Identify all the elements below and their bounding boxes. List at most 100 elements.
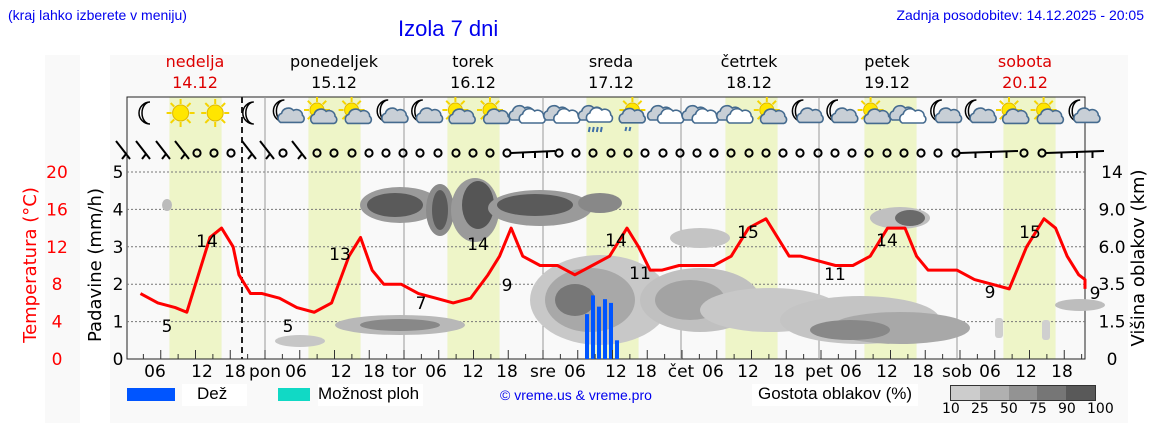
calm-wind-icon <box>640 148 650 158</box>
svg-text:0: 0 <box>113 350 124 370</box>
svg-text:12: 12 <box>462 362 484 382</box>
calm-wind-icon <box>381 148 391 158</box>
svg-text:pon: pon <box>249 362 281 382</box>
day-name: sobota <box>997 52 1053 71</box>
sun-cloud-icon <box>304 97 338 125</box>
wind-barb-icon <box>174 140 190 160</box>
density-tick: 25 <box>971 401 989 417</box>
moon-cloud-icon <box>791 99 824 124</box>
calm-wind-icon <box>433 148 443 158</box>
wind-barb-icon <box>155 140 171 160</box>
svg-text:18: 18 <box>912 362 934 382</box>
calm-wind-icon <box>761 148 771 158</box>
calm-wind-icon <box>830 148 840 158</box>
day-date: 20.12 <box>1002 73 1048 92</box>
day-date: 18.12 <box>726 73 772 92</box>
svg-text:0: 0 <box>52 350 63 370</box>
moon-cloud-icon <box>930 99 963 124</box>
wind-barb-icon <box>135 140 151 160</box>
svg-text:06: 06 <box>979 362 1001 382</box>
svg-text:11: 11 <box>824 265 846 285</box>
calm-wind-icon <box>882 148 892 158</box>
svg-text:06: 06 <box>564 362 586 382</box>
calm-wind-icon <box>398 148 408 158</box>
svg-text:pet: pet <box>805 362 833 382</box>
svg-text:18: 18 <box>635 362 657 382</box>
svg-text:4: 4 <box>113 200 124 220</box>
moon-cloud-icon <box>1068 99 1101 124</box>
copyright-link[interactable]: © vreme.us & vreme.pro <box>500 387 652 403</box>
moon-cloud-icon <box>272 99 305 124</box>
moon-icon <box>242 101 254 125</box>
calm-wind-icon <box>744 148 754 158</box>
sun-icon <box>166 99 195 127</box>
moon-cloud-icon <box>376 99 409 124</box>
legend-rain-label: Dež <box>182 384 248 406</box>
svg-text:9: 9 <box>1090 284 1101 304</box>
wind-barb-icon <box>259 140 275 160</box>
moon-cloud-icon <box>826 99 859 124</box>
wind-barb-icon <box>241 140 257 160</box>
sun-cloud-icon <box>477 97 511 125</box>
sun-cloud-icon <box>1030 97 1065 125</box>
sun-icon <box>201 99 230 127</box>
svg-text:12: 12 <box>191 362 213 382</box>
day-date: 15.12 <box>311 73 357 92</box>
svg-text:1.5: 1.5 <box>1098 313 1125 333</box>
wind-barb-icon <box>291 140 307 160</box>
svg-text:06: 06 <box>285 362 307 382</box>
svg-text:tor: tor <box>392 362 416 382</box>
svg-text:7: 7 <box>416 294 427 314</box>
svg-text:06: 06 <box>425 362 447 382</box>
day-name: ponedeljek <box>290 52 378 71</box>
temperature-axis: 20 16 12 8 4 0 <box>46 163 68 370</box>
svg-text:15: 15 <box>1019 223 1041 243</box>
day-date: 19.12 <box>864 73 910 92</box>
calm-wind-icon <box>899 148 909 158</box>
sun-cloud-icon <box>338 97 373 125</box>
svg-text:14: 14 <box>196 232 218 252</box>
svg-text:16: 16 <box>46 200 68 220</box>
day-name: nedelja <box>165 52 225 71</box>
cloud-icon <box>889 104 927 124</box>
calm-wind-icon <box>415 148 425 158</box>
cloud-icon <box>646 104 685 124</box>
calm-wind-icon <box>692 148 702 158</box>
page-title: Izola 7 dni <box>398 16 499 41</box>
svg-text:5: 5 <box>162 317 173 337</box>
calm-wind-icon <box>571 148 581 158</box>
weather-icons-row <box>138 97 1101 133</box>
sun-cloud-icon <box>442 97 476 125</box>
density-swatch <box>951 386 980 400</box>
svg-text:čet: čet <box>668 362 695 382</box>
svg-text:12: 12 <box>330 362 352 382</box>
day-name: četrtek <box>720 52 778 71</box>
precip-axis: 5 4 3 2 1 0 <box>113 163 124 370</box>
temperature-axis-panel <box>45 55 80 423</box>
sun-cloud-icon <box>996 97 1030 125</box>
calm-wind-icon <box>675 148 685 158</box>
temperature-line <box>139 217 1087 314</box>
calm-wind-icon <box>278 148 288 158</box>
density-swatch <box>1066 386 1095 400</box>
svg-text:06: 06 <box>702 362 724 382</box>
svg-text:6.0: 6.0 <box>1098 238 1125 258</box>
calm-wind-icon <box>209 148 219 158</box>
density-tick: 50 <box>1000 401 1018 417</box>
day-name: petek <box>864 52 910 71</box>
svg-text:12: 12 <box>46 238 68 258</box>
wind-row <box>115 140 1105 160</box>
menu-hint: (kraj lahko izberete v meniju) <box>8 7 187 23</box>
calm-wind-icon <box>502 148 512 158</box>
calm-wind-icon <box>588 148 598 158</box>
day-date: 16.12 <box>450 73 496 92</box>
wind-barb-icon <box>1045 150 1105 158</box>
moon-cloud-icon <box>964 99 997 124</box>
svg-text:18: 18 <box>496 362 518 382</box>
cloud-height-axis-title: Višina oblakov (km) <box>1128 169 1149 346</box>
svg-text:5: 5 <box>283 317 294 337</box>
svg-text:13: 13 <box>329 245 351 265</box>
wind-barb-icon <box>115 140 131 160</box>
svg-text:06: 06 <box>840 362 862 382</box>
